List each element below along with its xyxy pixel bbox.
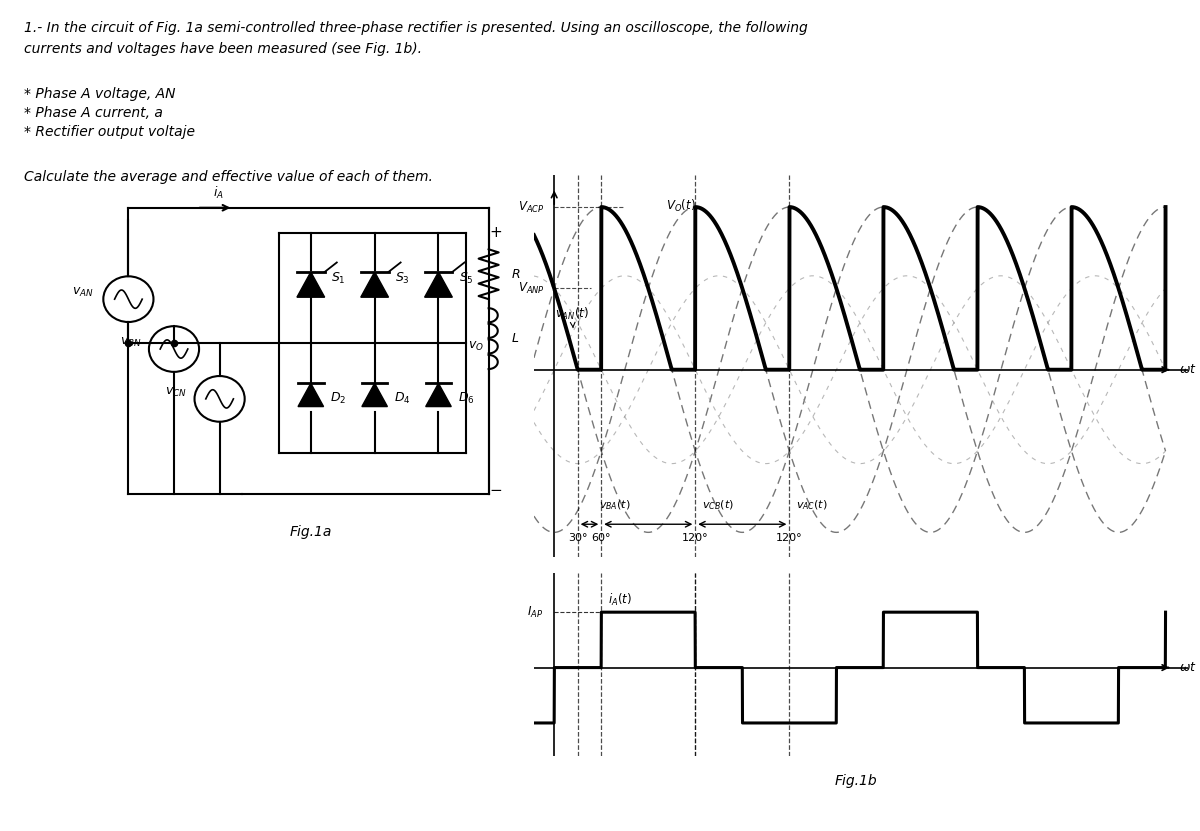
Text: R: R [511, 268, 520, 281]
Polygon shape [425, 272, 452, 297]
Text: $D_2$: $D_2$ [330, 391, 346, 406]
Text: 30°: 30° [568, 533, 588, 543]
Text: $\omega t$: $\omega t$ [1180, 661, 1196, 674]
Text: $D_4$: $D_4$ [394, 391, 410, 406]
Text: 120°: 120° [776, 533, 803, 543]
Text: $D_6$: $D_6$ [457, 391, 474, 406]
Polygon shape [362, 383, 388, 406]
Text: 60°: 60° [592, 533, 611, 543]
Text: $V_{ACP}$: $V_{ACP}$ [518, 199, 545, 214]
Text: * Phase A current, a: * Phase A current, a [24, 106, 163, 120]
Text: $v_{CN}$: $v_{CN}$ [166, 386, 187, 399]
Text: * Phase A voltage, AN: * Phase A voltage, AN [24, 87, 175, 101]
Text: $S_1$: $S_1$ [331, 271, 346, 286]
Text: $v_{BN}$: $v_{BN}$ [120, 336, 142, 349]
Text: $v_{BA}(t)$: $v_{BA}(t)$ [599, 498, 630, 512]
Text: $S_3$: $S_3$ [395, 271, 410, 286]
Text: Fig.1a: Fig.1a [289, 525, 332, 539]
Text: −: − [490, 483, 502, 498]
Text: +: + [490, 225, 502, 240]
Polygon shape [426, 383, 451, 406]
Text: currents and voltages have been measured (see Fig. 1b).: currents and voltages have been measured… [24, 42, 422, 56]
Text: $i_A$: $i_A$ [212, 185, 223, 201]
Text: $v_{AC}(t)$: $v_{AC}(t)$ [796, 498, 828, 512]
Polygon shape [361, 272, 389, 297]
Text: $V_{ANP}$: $V_{ANP}$ [517, 281, 545, 296]
Text: $v_{AN}$: $v_{AN}$ [72, 286, 94, 299]
Text: 1.- In the circuit of Fig. 1a semi-controlled three-phase rectifier is presented: 1.- In the circuit of Fig. 1a semi-contr… [24, 21, 808, 35]
Text: Calculate the average and effective value of each of them.: Calculate the average and effective valu… [24, 170, 433, 184]
Text: $V_O(t)$: $V_O(t)$ [666, 199, 696, 214]
Text: $\omega t$: $\omega t$ [1180, 363, 1196, 376]
Text: $v_{CB}(t)$: $v_{CB}(t)$ [702, 498, 733, 512]
Text: Fig.1b: Fig.1b [834, 774, 877, 788]
Text: L: L [511, 332, 518, 345]
Text: * Rectifier output voltaje: * Rectifier output voltaje [24, 125, 194, 140]
Text: $I_{AP}$: $I_{AP}$ [527, 605, 542, 620]
Text: $v_{AN}(t)$: $v_{AN}(t)$ [556, 306, 589, 327]
Polygon shape [298, 383, 324, 406]
Text: $S_5$: $S_5$ [458, 271, 474, 286]
Text: $v_O$: $v_O$ [468, 340, 484, 353]
Text: 120°: 120° [682, 533, 708, 543]
Text: $i_A(t)$: $i_A(t)$ [608, 592, 632, 608]
Polygon shape [296, 272, 325, 297]
